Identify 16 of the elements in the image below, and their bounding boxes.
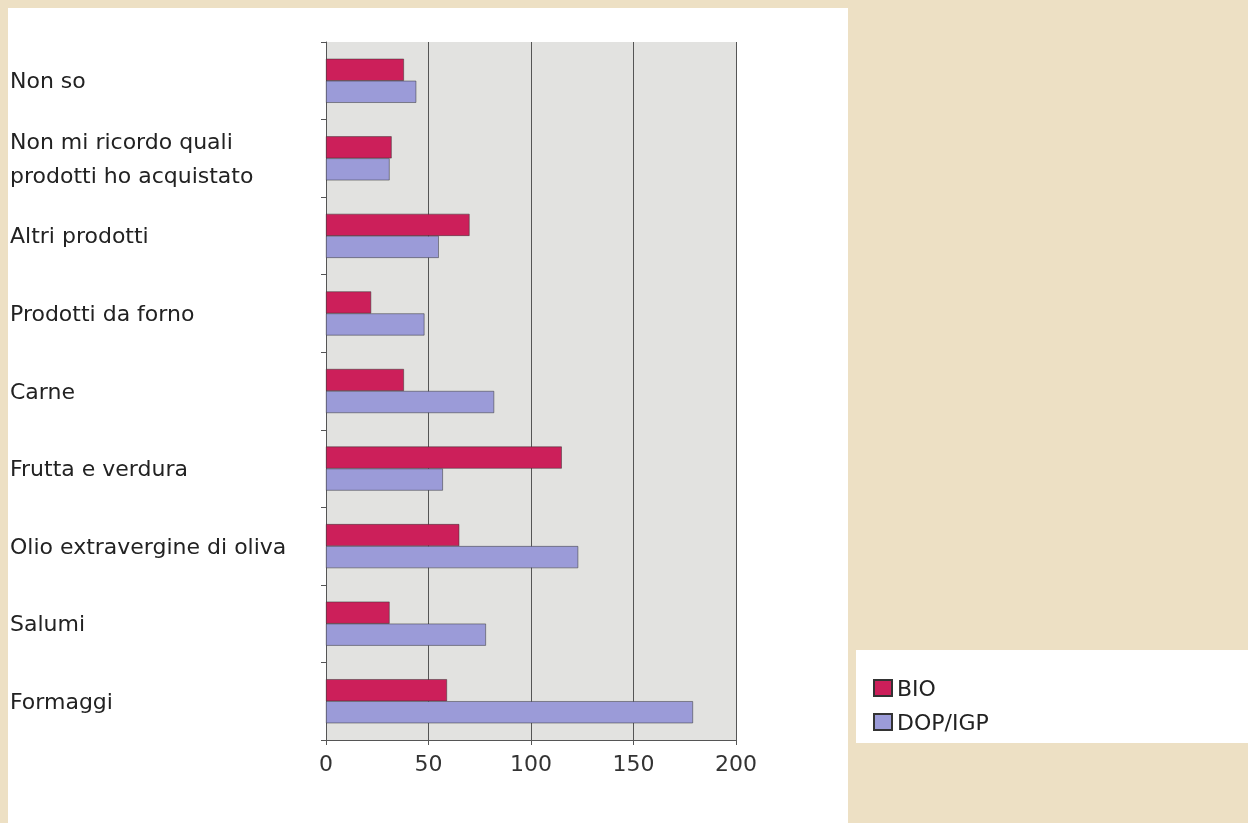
- x-tick-label: 50: [414, 750, 443, 776]
- y-tick-label: Altri prodotti: [10, 223, 149, 249]
- y-tick-label: Salumi: [10, 611, 86, 637]
- y-tick-label: Carne: [10, 378, 75, 404]
- y-tick-label: Olio extravergine di oliva: [10, 533, 287, 559]
- x-tick-label: 150: [612, 750, 655, 776]
- y-tick-label: Non mi ricordo quali prodotti ho acquistato: [10, 128, 254, 188]
- legend-label: BIO: [897, 675, 936, 701]
- x-tick-label: 200: [715, 750, 757, 776]
- y-tick-label: Frutta e verdura: [10, 456, 188, 482]
- legend-label: DOP/IGP: [897, 709, 989, 735]
- x-tick-label: 100: [510, 750, 552, 776]
- x-tick-label: 0: [319, 750, 333, 776]
- y-tick-label: Prodotti da forno: [10, 300, 195, 326]
- y-tick-label: Non so: [10, 68, 86, 94]
- y-tick-label: Formaggi: [10, 688, 113, 714]
